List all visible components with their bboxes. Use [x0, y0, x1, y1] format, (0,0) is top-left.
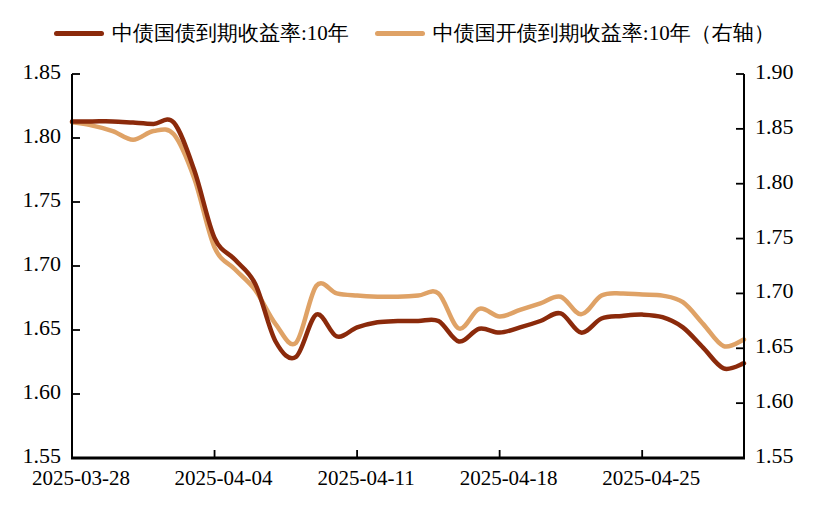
legend-label-cdb-10y: 中债国开债到期收益率:10年（右轴） — [433, 20, 775, 46]
y-axis-left-tick-label: 1.70 — [23, 251, 62, 276]
legend-swatch-cdb-10y — [375, 31, 425, 36]
y-axis-right-tick-label: 1.80 — [755, 169, 794, 194]
legend-item-cgb-10y: 中债国债到期收益率:10年 — [54, 20, 349, 46]
y-axis-left-tick-label: 1.85 — [23, 59, 62, 84]
y-axis-right-tick-label: 1.65 — [755, 333, 794, 358]
y-axis-left-tick-label: 1.75 — [23, 187, 62, 212]
y-axis-left-tick-label: 1.65 — [23, 315, 62, 340]
x-axis-tick-label: 2025-04-04 — [175, 466, 273, 490]
y-axis-right-tick-label: 1.85 — [755, 114, 794, 139]
legend-item-cdb-10y: 中债国开债到期收益率:10年（右轴） — [375, 20, 775, 46]
y-axis-right-tick-label: 1.60 — [755, 388, 794, 413]
chart-canvas: 中债国债到期收益率:10年 中债国开债到期收益率:10年（右轴） 1.851.8… — [0, 0, 819, 513]
x-axis-tick-label: 2025-04-11 — [317, 466, 414, 490]
y-axis-right-tick-label: 1.90 — [755, 59, 794, 84]
legend-swatch-cgb-10y — [54, 31, 104, 36]
y-axis-right-tick-label: 1.75 — [755, 224, 794, 249]
x-axis-tick-label: 2025-03-28 — [32, 466, 130, 490]
y-axis-left-tick-label: 1.80 — [23, 123, 62, 148]
legend: 中债国债到期收益率:10年 中债国开债到期收益率:10年（右轴） — [54, 20, 775, 46]
y-axis-left-tick-label: 1.60 — [23, 379, 62, 404]
y-axis-right-tick-label: 1.55 — [755, 443, 794, 468]
y-axis-right-tick-label: 1.70 — [755, 278, 794, 303]
x-axis-tick-label: 2025-04-25 — [602, 466, 700, 490]
series-line-cgb-10y — [72, 120, 744, 369]
y-axis-left-tick-label: 1.55 — [23, 443, 62, 468]
x-axis-tick-label: 2025-04-18 — [460, 466, 558, 490]
legend-label-cgb-10y: 中债国债到期收益率:10年 — [112, 20, 349, 46]
dual-axis-line-chart: 1.85 1.80 1.75 1.70 1.65 1.60 1.55 1.90 1.85 1.80… — [0, 0, 819, 513]
